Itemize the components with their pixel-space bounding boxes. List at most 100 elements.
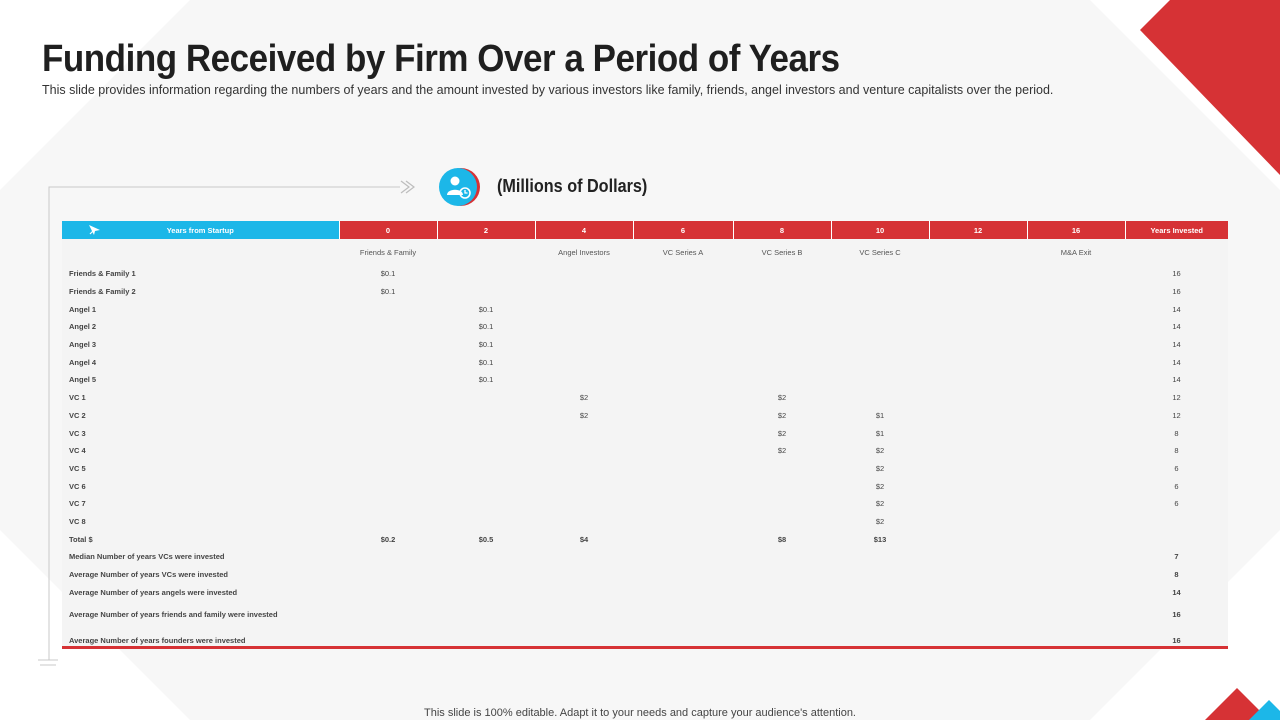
- table-cell: $0.1: [380, 287, 396, 297]
- table-cell: 14: [1172, 340, 1181, 350]
- table-cell: [733, 283, 831, 301]
- row-label: VC 5: [69, 463, 86, 473]
- header-cell: 16: [1027, 221, 1126, 239]
- table-cell: [633, 318, 733, 336]
- table-cell: [1125, 239, 1228, 265]
- table-row: VC 5 $2 6: [62, 460, 1228, 478]
- table-cell: [633, 442, 733, 460]
- row-label: VC 8: [69, 516, 86, 526]
- table-cell: [535, 265, 633, 283]
- table-cell: [1027, 442, 1125, 460]
- stat-value: 14: [1172, 587, 1181, 597]
- table-cell: 14: [1172, 375, 1181, 385]
- table-cell: 6: [1174, 463, 1179, 473]
- stat-label: Average Number of years founders were in…: [69, 635, 246, 645]
- table-cell: [633, 265, 733, 283]
- table-cell: [633, 283, 733, 301]
- table-cell: [733, 300, 831, 318]
- table-cell: $8: [777, 534, 787, 544]
- table-cell: [929, 318, 1027, 336]
- table-cell: [929, 495, 1027, 513]
- table-cell: [929, 407, 1027, 425]
- table-cell: [1027, 513, 1125, 531]
- table-cell: [929, 460, 1027, 478]
- table-cell: $2: [579, 410, 589, 420]
- table-cell: [831, 371, 929, 389]
- table-cell: 6: [1174, 481, 1179, 491]
- table-cell: [1027, 460, 1125, 478]
- table-cell: $2: [875, 481, 885, 491]
- table-cell: [929, 530, 1027, 548]
- table-cell: [929, 371, 1027, 389]
- table-cell: [929, 300, 1027, 318]
- table-cell: [633, 371, 733, 389]
- stat-row: Average Number of years angels were inve…: [62, 584, 1228, 602]
- units-label: (Millions of Dollars): [497, 176, 648, 196]
- table-cell: $0.1: [380, 269, 396, 279]
- stat-value: 16: [1172, 635, 1181, 645]
- table-cell: [437, 407, 535, 425]
- table-cell: [1125, 530, 1228, 548]
- table-cell: [1027, 495, 1125, 513]
- table-cell: $2: [777, 393, 787, 403]
- table-cell: [339, 336, 437, 354]
- row-label: Angel 1: [69, 304, 97, 314]
- page-subtitle: This slide provides information regardin…: [42, 83, 1054, 97]
- table-cell: [633, 513, 733, 531]
- stat-label: Median Number of years VCs were invested: [69, 552, 225, 562]
- table-cell: [339, 424, 437, 442]
- table-row: VC 2 $2 $2 $1 12: [62, 407, 1228, 425]
- table-cell: Friends & Family: [359, 247, 417, 257]
- investor-badge-icon: [439, 168, 480, 206]
- stat-row: Average Number of years friends and fami…: [62, 601, 1228, 627]
- table-cell: 12: [1172, 393, 1181, 403]
- table-cell: [831, 389, 929, 407]
- table-cell: [633, 477, 733, 495]
- table-cell: [929, 239, 1027, 265]
- table-cell: M&A Exit: [1060, 247, 1092, 257]
- table-cell: [633, 495, 733, 513]
- table-cell: VC Series B: [761, 247, 803, 257]
- table-cell: [1027, 424, 1125, 442]
- table-cell: [535, 318, 633, 336]
- table-cell: [339, 477, 437, 495]
- table-cell: [929, 353, 1027, 371]
- row-label: [62, 239, 339, 265]
- rocket-icon: [89, 225, 100, 235]
- header-cell: 12: [929, 221, 1028, 239]
- table-cell: [733, 265, 831, 283]
- table-cell: VC Series C: [859, 247, 901, 257]
- table-cell: [929, 389, 1027, 407]
- table-cell: [1027, 389, 1125, 407]
- table-cell: [929, 265, 1027, 283]
- table-cell: $0.2: [380, 534, 396, 544]
- table-row: VC 8 $2: [62, 513, 1228, 531]
- table-row: VC 7 $2 6: [62, 495, 1228, 513]
- table-cell: [733, 318, 831, 336]
- header-cell: 2: [437, 221, 536, 239]
- table-cell: [633, 353, 733, 371]
- header-cell: 4: [535, 221, 634, 239]
- table-cell: [437, 424, 535, 442]
- table-cell: $2: [875, 463, 885, 473]
- table-cell: $0.1: [478, 357, 494, 367]
- table-cell: $13: [873, 534, 887, 544]
- row-label: Angel 5: [69, 375, 97, 385]
- table-cell: [339, 513, 437, 531]
- stage-row: Friends & Family Angel Investors VC Series…: [62, 239, 1228, 265]
- table-cell: $0.1: [478, 340, 494, 350]
- table-cell: [535, 477, 633, 495]
- page-title: Funding Received by Firm Over a Period o…: [42, 38, 840, 80]
- stat-row: Median Number of years VCs were invested…: [62, 548, 1228, 566]
- table-cell: [633, 407, 733, 425]
- table-cell: $2: [777, 410, 787, 420]
- table-cell: [733, 513, 831, 531]
- table-row: Friends & Family 1 $0.1 16: [62, 265, 1228, 283]
- table-cell: [535, 283, 633, 301]
- table-cell: [733, 477, 831, 495]
- table-cell: [733, 495, 831, 513]
- table-cell: [437, 283, 535, 301]
- table-cell: [831, 336, 929, 354]
- table-cell: 8: [1174, 446, 1179, 456]
- table-cell: [437, 239, 535, 265]
